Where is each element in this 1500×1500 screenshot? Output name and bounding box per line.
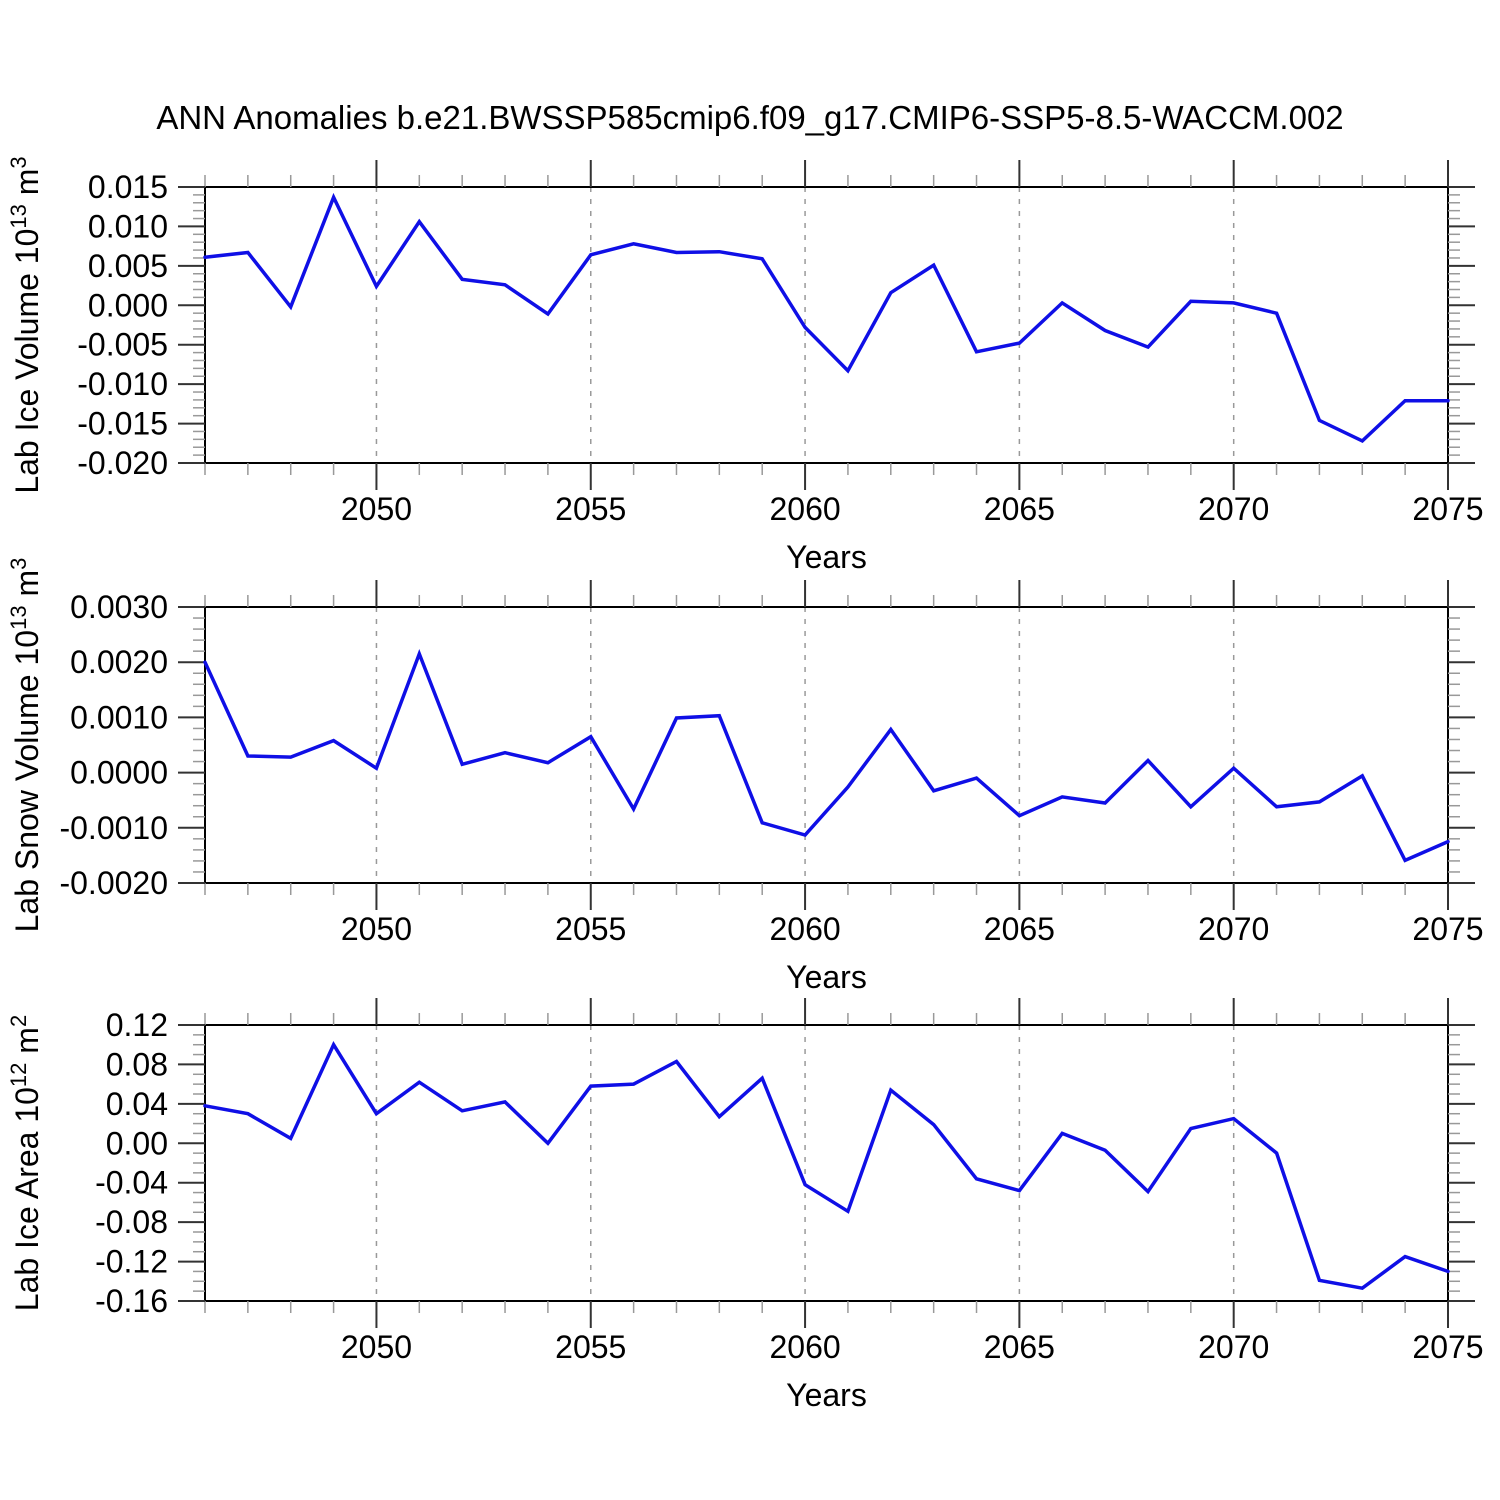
y-tick-label: 0.015 bbox=[88, 169, 168, 205]
x-tick-label: 2075 bbox=[1412, 491, 1483, 527]
x-tick-label: 2060 bbox=[769, 491, 840, 527]
plot-frame bbox=[204, 606, 1449, 884]
lab-ice-area-line bbox=[203, 1041, 1450, 1291]
y-tick-label: -0.12 bbox=[95, 1244, 168, 1280]
x-tick-label: 2055 bbox=[555, 1329, 626, 1365]
y-tick-label: -0.04 bbox=[95, 1165, 168, 1201]
y-tick-label: 0.04 bbox=[106, 1086, 168, 1122]
y-tick-label: -0.0020 bbox=[59, 865, 168, 901]
x-axis-title: Years bbox=[786, 959, 867, 995]
plot-frame bbox=[204, 1024, 1449, 1302]
x-tick-label: 2065 bbox=[984, 1329, 1055, 1365]
y-tick-label: 0.010 bbox=[88, 208, 168, 244]
y-tick-label: 0.005 bbox=[88, 248, 168, 284]
y-tick-label: -0.010 bbox=[77, 366, 168, 402]
chart-panels: 0.0150.0100.0050.000-0.005-0.010-0.015-0… bbox=[6, 156, 1484, 1413]
x-tick-label: 2075 bbox=[1412, 911, 1483, 947]
y-tick-label: -0.0010 bbox=[59, 810, 168, 846]
y-tick-label: 0.08 bbox=[106, 1046, 168, 1082]
x-tick-label: 2065 bbox=[984, 911, 1055, 947]
x-tick-label: 2050 bbox=[341, 491, 412, 527]
x-tick-label: 2070 bbox=[1198, 491, 1269, 527]
x-tick-label: 2055 bbox=[555, 911, 626, 947]
lab-snow-volume-line bbox=[203, 648, 1450, 863]
x-tick-label: 2050 bbox=[341, 911, 412, 947]
x-axis-title: Years bbox=[786, 539, 867, 575]
y-axis-title: Lab Ice Area 1012 m2 bbox=[6, 1015, 45, 1311]
y-tick-label: 0.0000 bbox=[70, 755, 168, 791]
x-axis-title: Years bbox=[786, 1377, 867, 1413]
x-tick-label: 2055 bbox=[555, 491, 626, 527]
y-tick-label: 0.0030 bbox=[70, 589, 168, 625]
y-tick-label: -0.005 bbox=[77, 327, 168, 363]
y-tick-label: 0.12 bbox=[106, 1007, 168, 1043]
panel-lab-ice-area: 0.120.08 0.040.00 -0.04-0.08 -0.12-0.16 2050… bbox=[6, 998, 1484, 1413]
y-tick-label: 0.000 bbox=[88, 287, 168, 323]
y-tick-label: 0.0020 bbox=[70, 644, 168, 680]
y-tick-label: 0.0010 bbox=[70, 699, 168, 735]
x-tick-label: 2065 bbox=[984, 491, 1055, 527]
y-tick-label: -0.015 bbox=[77, 406, 168, 442]
x-tick-label: 2050 bbox=[341, 1329, 412, 1365]
y-tick-label: -0.020 bbox=[77, 445, 168, 481]
y-tick-label: -0.16 bbox=[95, 1283, 168, 1319]
chart-title: ANN Anomalies b.e21.BWSSP585cmip6.f09_g1… bbox=[156, 99, 1343, 136]
lab-ice-volume-line bbox=[203, 192, 1450, 443]
y-axis-title: Lab Ice Volume 1013 m3 bbox=[6, 156, 45, 493]
panel-lab-snow-volume: 0.0030 0.0020 0.0010 0.0000 -0.0010 -0.0020 20… bbox=[6, 558, 1484, 995]
plot-frame bbox=[204, 186, 1449, 464]
x-tick-label: 2070 bbox=[1198, 911, 1269, 947]
x-tick-label: 2060 bbox=[769, 1329, 840, 1365]
y-axis-title: Lab Snow Volume 1013 m3 bbox=[6, 558, 45, 933]
y-tick-label: -0.08 bbox=[95, 1204, 168, 1240]
x-tick-label: 2075 bbox=[1412, 1329, 1483, 1365]
y-tick-label: 0.00 bbox=[106, 1125, 168, 1161]
x-tick-label: 2070 bbox=[1198, 1329, 1269, 1365]
x-tick-label: 2060 bbox=[769, 911, 840, 947]
